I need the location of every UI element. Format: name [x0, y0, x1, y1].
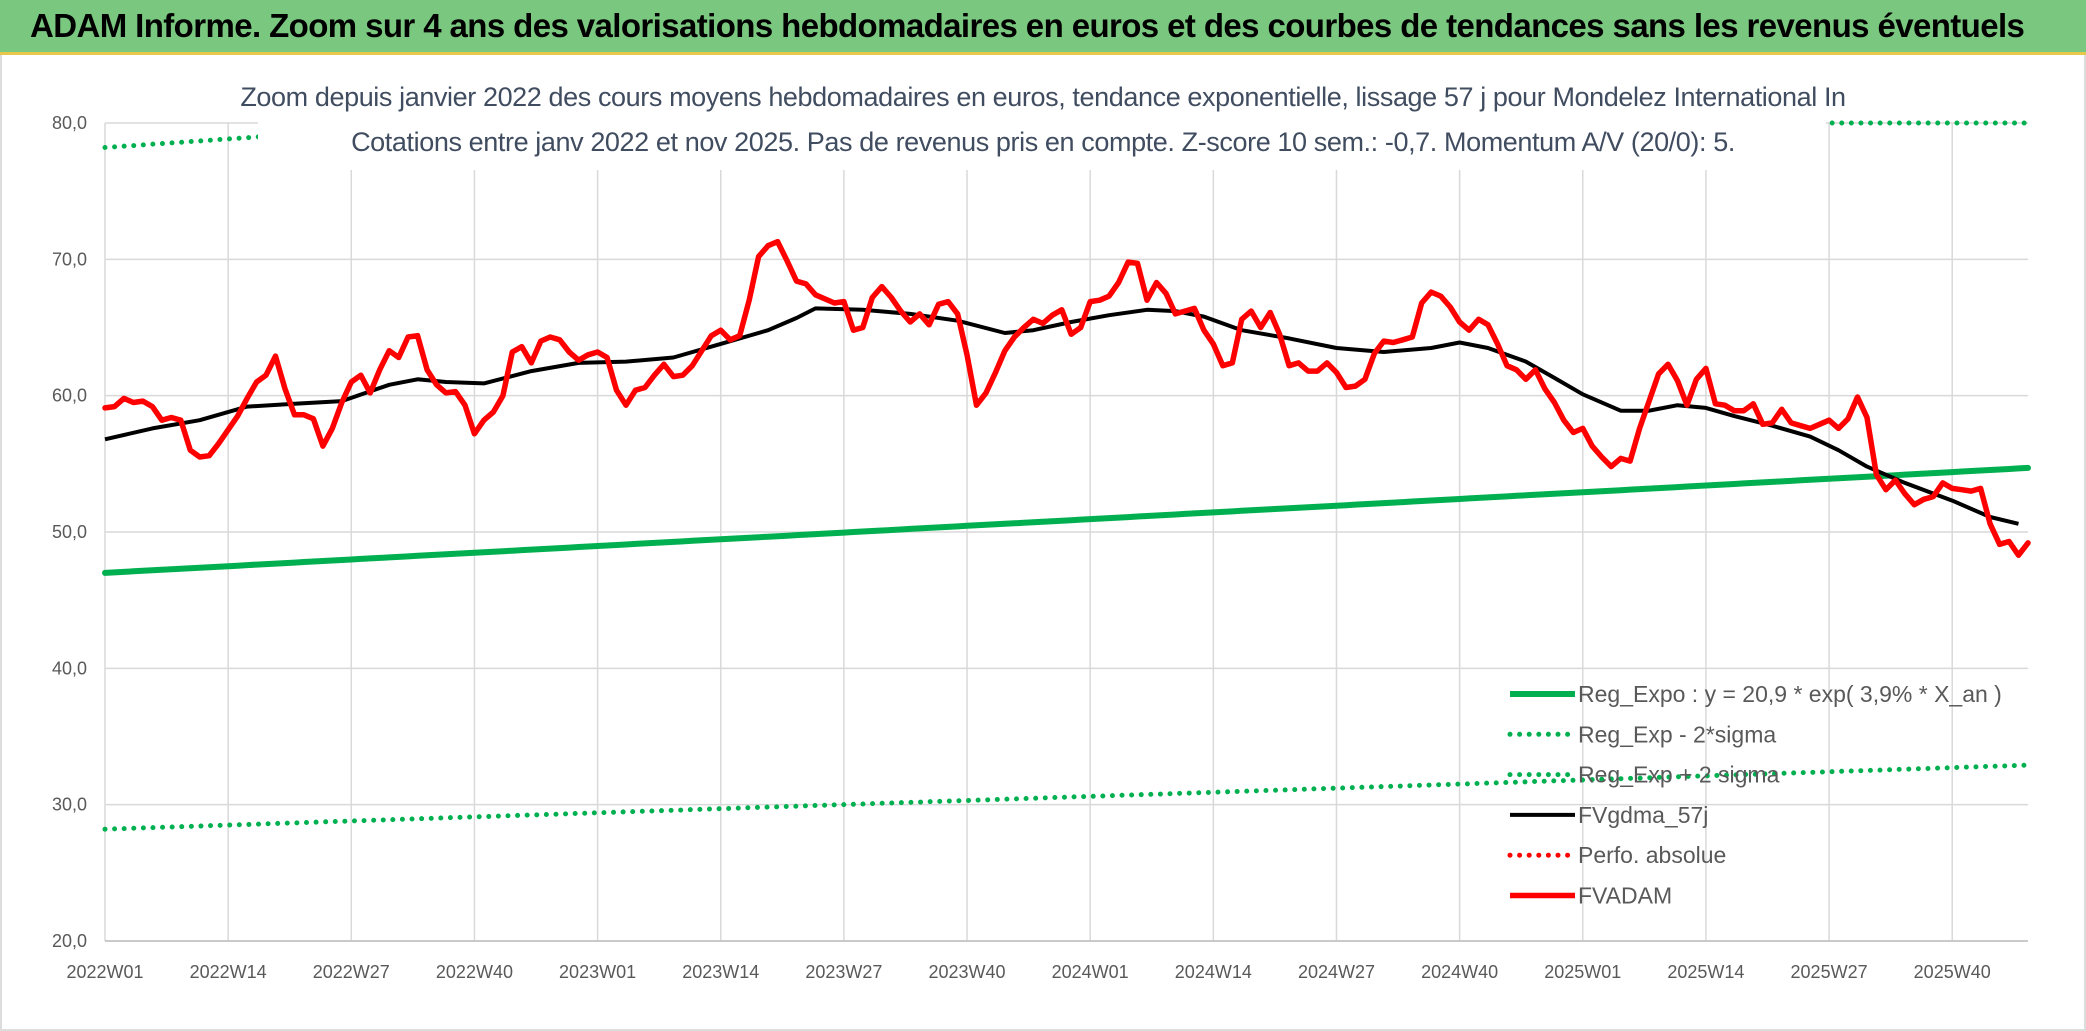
x-tick-label: 2022W14 [190, 962, 267, 982]
page-title: ADAM Informe. Zoom sur 4 ans des valoris… [30, 7, 2025, 44]
y-tick-label: 60,0 [52, 386, 87, 406]
x-tick-label: 2024W40 [1421, 962, 1498, 982]
chart-frame [0, 55, 2086, 1031]
x-tick-label: 2024W01 [1052, 962, 1129, 982]
legend-label: Reg_Exp + 2 sigma [1578, 762, 1780, 788]
y-tick-label: 30,0 [52, 795, 87, 815]
y-tick-label: 40,0 [52, 658, 87, 678]
series-reg-exp-2-sigma [102, 762, 2031, 832]
x-tick-label: 2024W27 [1298, 962, 1375, 982]
x-tick-label: 2025W27 [1791, 962, 1868, 982]
x-tick-label: 2023W40 [929, 962, 1006, 982]
chart-subtitle: Cotations entre janv 2022 et nov 2025. P… [351, 127, 1735, 157]
chart-title: Zoom depuis janvier 2022 des cours moyen… [240, 82, 1846, 112]
x-tick-label: 2023W14 [682, 962, 759, 982]
legend-label: Perfo. absolue [1578, 842, 1726, 868]
y-tick-label: 50,0 [52, 522, 87, 542]
x-tick-label: 2023W27 [805, 962, 882, 982]
x-tick-label: 2022W40 [436, 962, 513, 982]
series-fvadam [102, 238, 2031, 558]
title-background [258, 74, 1826, 170]
series-fvgdma-57j [104, 306, 2019, 526]
x-tick-label: 2025W14 [1667, 962, 1744, 982]
x-tick-label: 2022W27 [313, 962, 390, 982]
x-tick-label: 2025W40 [1914, 962, 1991, 982]
y-tick-label: 20,0 [52, 931, 87, 951]
x-tick-label: 2025W01 [1544, 962, 1621, 982]
y-tick-label: 70,0 [52, 249, 87, 269]
x-tick-label: 2023W01 [559, 962, 636, 982]
legend: Reg_Expo : y = 20,9 * exp( 3,9% * X_an )… [1507, 681, 2002, 909]
legend-label: Reg_Exp - 2*sigma [1578, 721, 1776, 747]
x-tick-label: 2024W14 [1175, 962, 1252, 982]
series-reg-expo-y-20-9-exp-3-9-x-an [102, 464, 2031, 576]
legend-label: FVADAM [1578, 883, 1672, 909]
series-layer [102, 74, 2031, 832]
header-banner: ADAM Informe. Zoom sur 4 ans des valoris… [0, 0, 2086, 55]
y-tick-label: 80,0 [52, 113, 87, 133]
axes: 20,0 30,0 40,0 50,0 60,0 70,0 80,0 2022W01 2022W… [52, 113, 2028, 982]
x-tick-label: 2022W01 [66, 962, 143, 982]
legend-label: Reg_Expo : y = 20,9 * exp( 3,9% * X_an ) [1578, 681, 2002, 707]
legend-label: FVgdma_57j [1578, 802, 1708, 828]
